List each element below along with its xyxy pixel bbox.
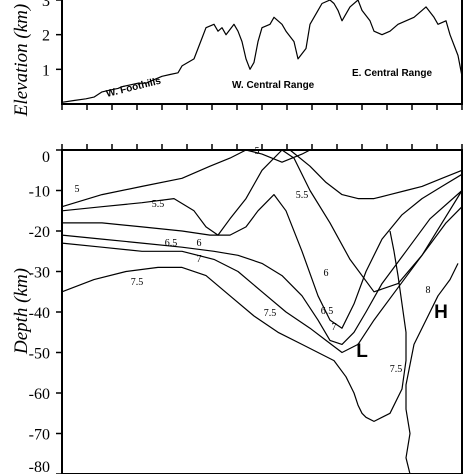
depth-tick-label: -40 xyxy=(29,305,50,322)
elevation-tick-label: 1 xyxy=(42,62,50,79)
contour-line xyxy=(61,190,463,345)
contour-value-label: 5 xyxy=(75,184,80,195)
elevation-y-axis-label: Elevation (km) xyxy=(11,4,32,117)
depth-tick-label: 0 xyxy=(42,149,50,166)
elevation-tick-label: 2 xyxy=(42,28,50,45)
zone-labels: LH xyxy=(356,302,448,362)
contour-value-label: 7 xyxy=(197,254,202,265)
contour-value-label: 6.5 xyxy=(165,238,178,249)
depth-y-tick-labels: 0 -10 -20 -30 -40 -50 -60 -70 -80 xyxy=(29,149,50,474)
contour-value-label: 7.5 xyxy=(131,277,144,288)
contour-line xyxy=(61,149,463,293)
elevation-frame xyxy=(61,0,463,105)
region-label: E. Central Range xyxy=(352,68,432,79)
elevation-panel: Elevation (km) 1 2 3 W. Foothills W. Centra… xyxy=(11,0,463,117)
depth-tick-label: -20 xyxy=(29,224,50,241)
velocity-contours xyxy=(61,149,463,474)
elevation-tick-label: 3 xyxy=(42,0,50,10)
contour-value-label: 6 xyxy=(197,238,202,249)
depth-panel: Depth (km) 0 -10 -20 -30 -40 -50 -60 -70 -80 5 5.… xyxy=(11,144,463,474)
elevation-profile-line xyxy=(61,0,463,103)
contour-labels: 5 5.5 6 6.5 7 7.5 5 5.5 6 6.5 7 7.5 7.5 8 xyxy=(75,146,431,375)
depth-tick-label: -70 xyxy=(29,427,50,444)
region-label: W. Central Range xyxy=(232,80,315,91)
contour-line xyxy=(405,263,459,474)
contour-line xyxy=(61,206,463,354)
depth-tick-label: -80 xyxy=(29,459,50,474)
elevation-y-tick-labels: 1 2 3 xyxy=(42,0,50,79)
contour-value-label: 7.5 xyxy=(264,308,277,319)
contour-value-label: 5.5 xyxy=(152,199,165,210)
contour-line xyxy=(61,230,407,422)
contour-value-label: 7.5 xyxy=(390,364,403,375)
depth-ticks xyxy=(56,144,463,474)
depth-tick-label: -10 xyxy=(29,184,50,201)
elevation-annotations: W. Foothills W. Central Range E. Central R… xyxy=(105,68,432,100)
contour-value-label: 5.5 xyxy=(296,190,309,201)
contour-line xyxy=(61,149,311,208)
depth-y-axis-label: Depth (km) xyxy=(11,268,32,355)
depth-tick-label: -50 xyxy=(29,346,50,363)
region-label: W. Foothills xyxy=(105,76,163,100)
contour-value-label: 6 xyxy=(324,268,329,279)
depth-tick-label: -30 xyxy=(29,265,50,282)
contour-value-label: 7 xyxy=(332,322,337,333)
contour-value-label: 8 xyxy=(426,285,431,296)
contour-value-label: 6.5 xyxy=(321,306,334,317)
zone-label: H xyxy=(434,302,448,323)
contour-line xyxy=(289,149,463,200)
depth-tick-label: -60 xyxy=(29,386,50,403)
zone-label: L xyxy=(356,341,368,362)
contour-line xyxy=(62,173,463,329)
depth-frame xyxy=(61,149,463,474)
contour-value-label: 5 xyxy=(255,146,260,157)
